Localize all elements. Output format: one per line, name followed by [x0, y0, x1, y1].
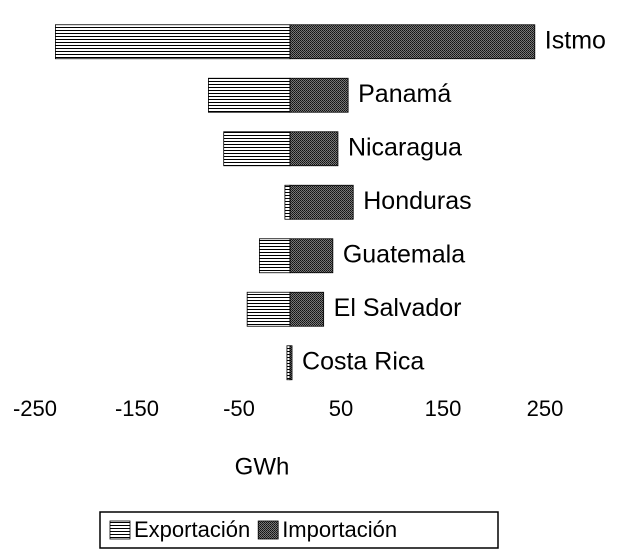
- bar: [284, 184, 291, 220]
- bar: [246, 291, 291, 327]
- category-label: Guatemala: [343, 240, 465, 268]
- bar: [258, 238, 291, 274]
- bar: [289, 345, 293, 381]
- legend-label: Exportación: [134, 517, 250, 542]
- bar: [289, 24, 536, 60]
- category-label: Panamá: [358, 80, 451, 108]
- legend-swatch: [257, 520, 279, 540]
- legend-label: Importación: [282, 517, 397, 542]
- x-axis-label: GWh: [235, 453, 290, 480]
- bar: [289, 131, 339, 167]
- bar: [207, 77, 291, 113]
- x-tick-label: -150: [115, 396, 159, 421]
- legend: [99, 511, 499, 549]
- bar: [289, 291, 325, 327]
- x-tick-label: 50: [329, 396, 353, 421]
- bar: [55, 24, 291, 60]
- category-label: Costa Rica: [302, 347, 424, 375]
- category-label: Nicaragua: [348, 133, 462, 161]
- x-tick-label: -50: [223, 396, 255, 421]
- bar: [223, 131, 291, 167]
- x-tick-label: 150: [425, 396, 462, 421]
- bar: [289, 77, 349, 113]
- bar: [289, 184, 354, 220]
- category-label: Istmo: [545, 26, 606, 54]
- bar: [289, 238, 334, 274]
- category-label: El Salvador: [334, 294, 462, 322]
- bar: [286, 345, 291, 381]
- category-label: Honduras: [363, 187, 471, 215]
- x-tick-label: 250: [527, 396, 564, 421]
- x-tick-label: -250: [13, 396, 57, 421]
- legend-swatch: [109, 520, 131, 540]
